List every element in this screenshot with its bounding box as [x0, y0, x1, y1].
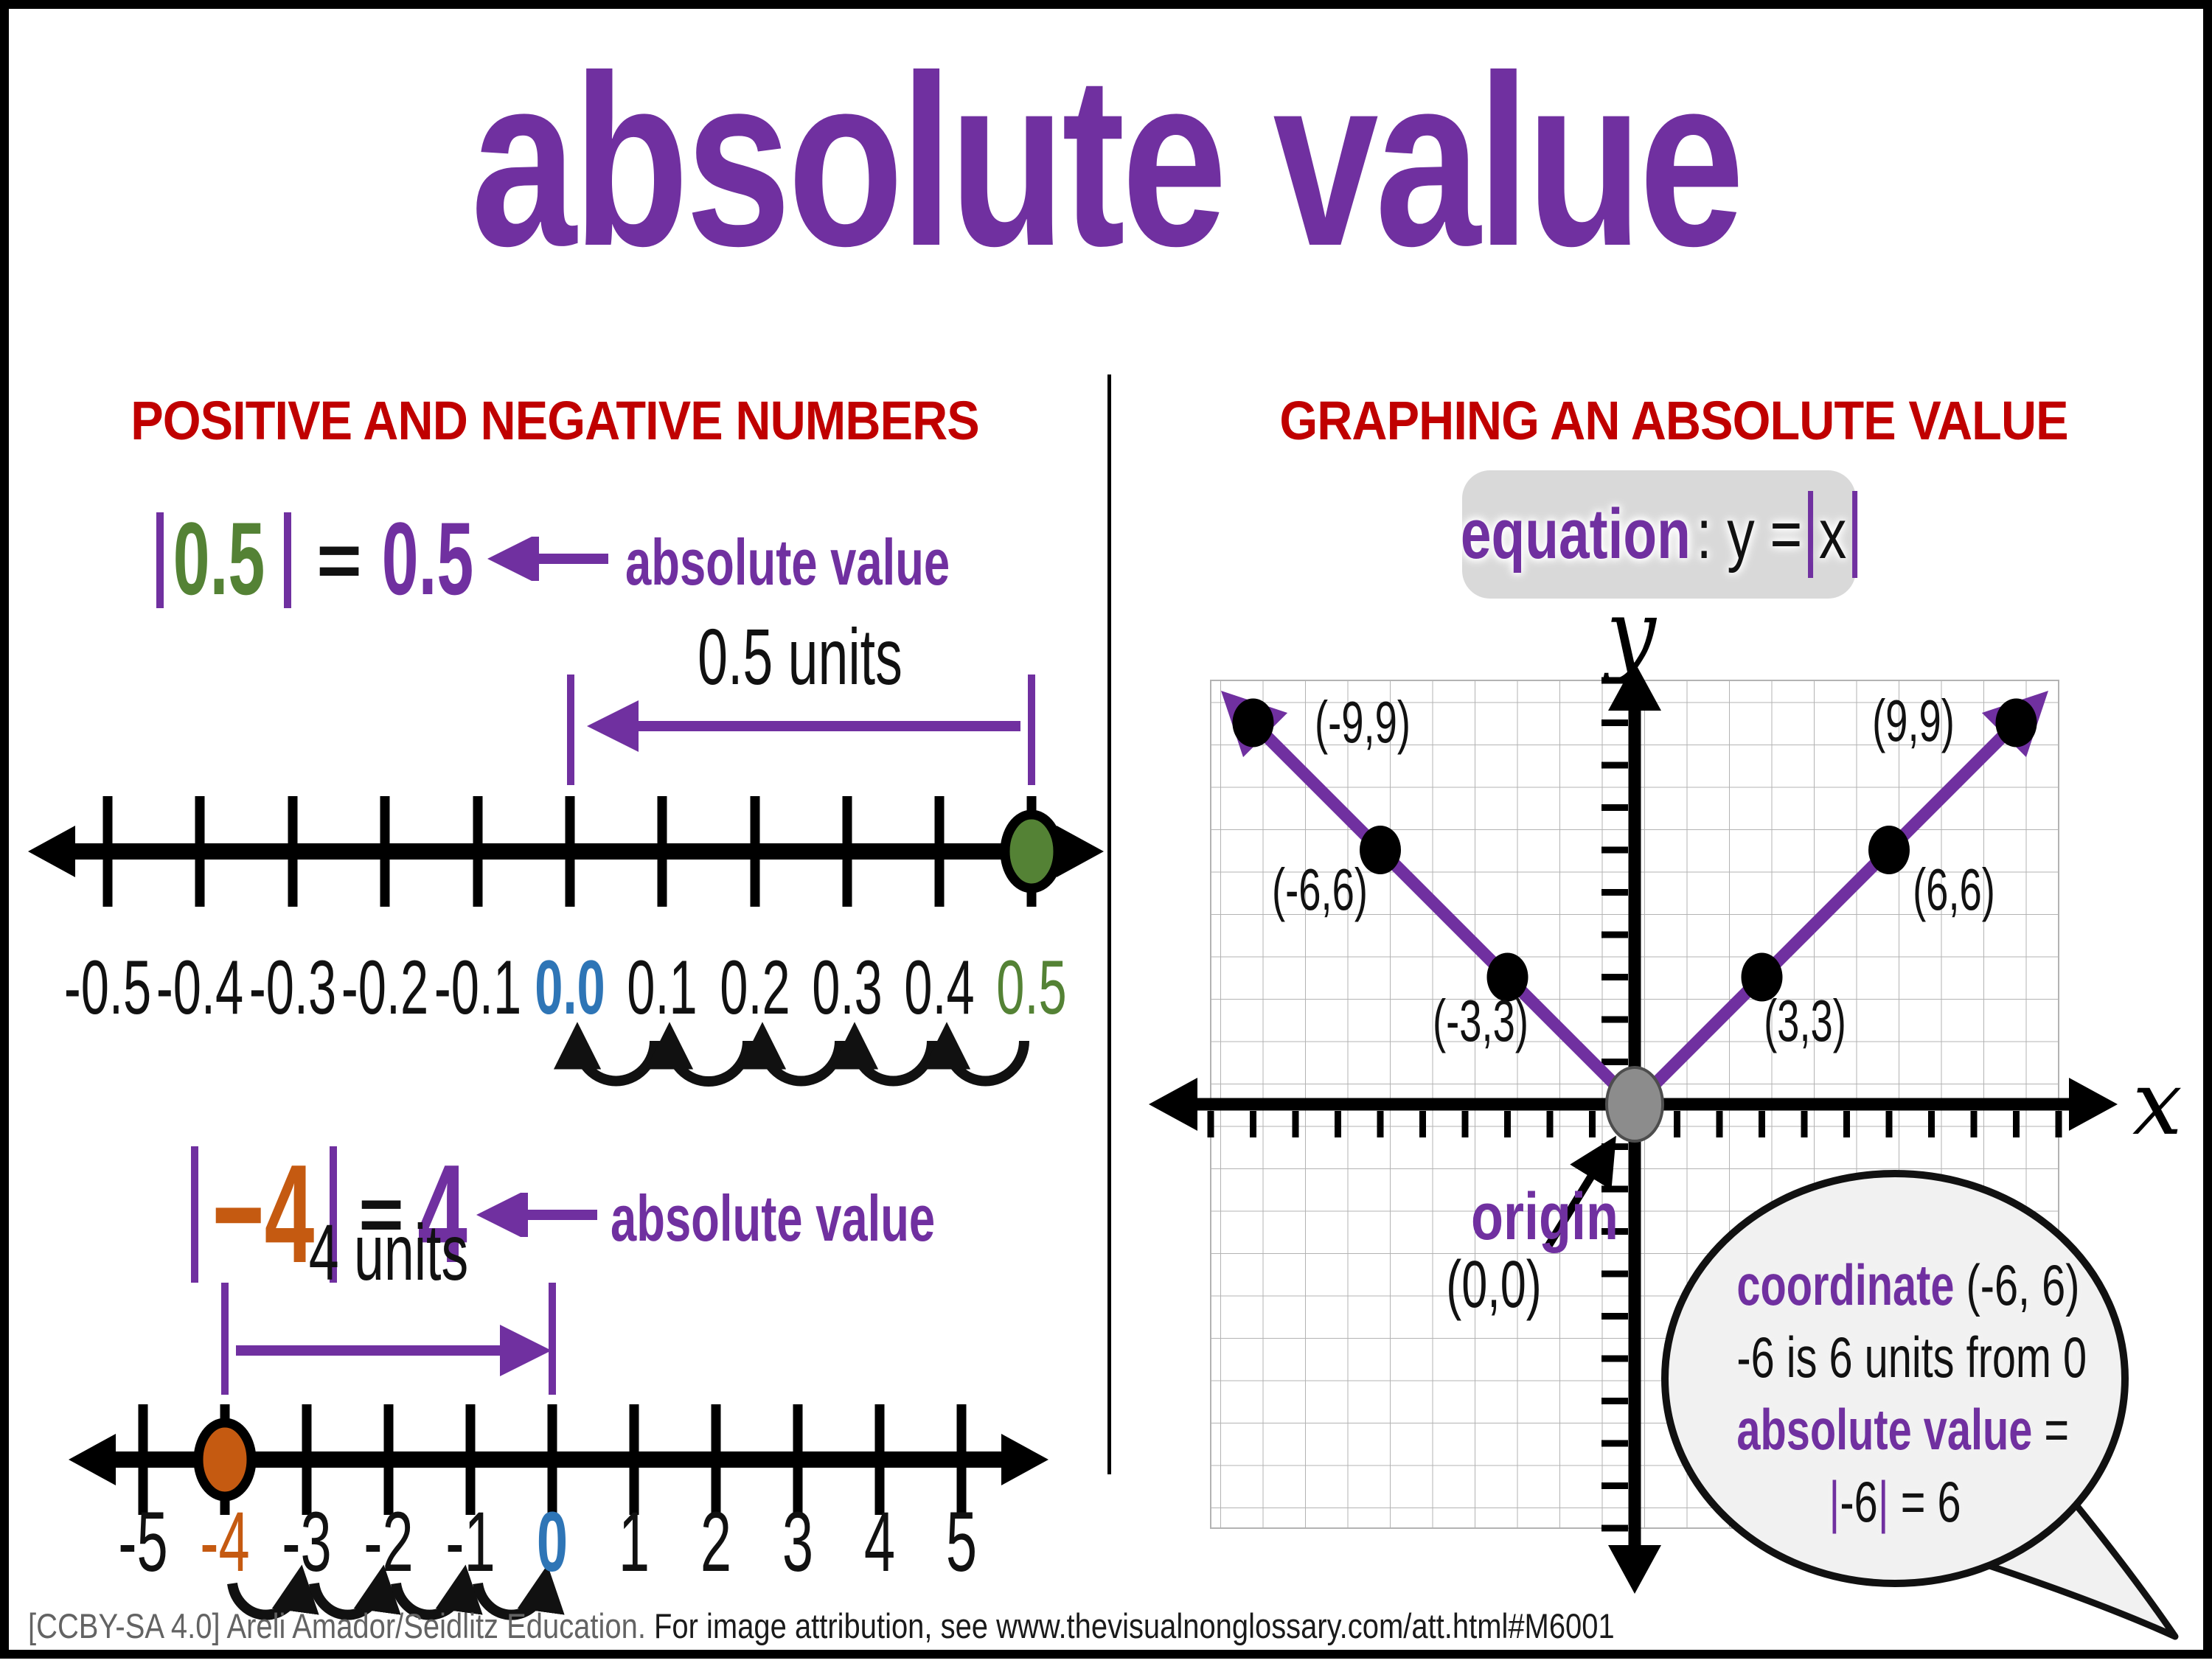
v-line-left — [1220, 690, 1640, 1109]
number-line-integers — [69, 1283, 1048, 1620]
point-label: (6,6) — [1913, 857, 1995, 922]
abs-bar-left-1 — [156, 512, 164, 608]
nl2-tick-label: -5 — [118, 1495, 168, 1589]
nl2-tick-label: -1 — [445, 1495, 495, 1589]
bracket-bar-start-2 — [221, 1283, 229, 1395]
y-axis-top-arrowhead — [1608, 662, 1661, 711]
y-axis-bottom-arrowhead — [1608, 1545, 1661, 1594]
left-arrow-1 — [487, 537, 608, 581]
v-line-right — [1630, 690, 2049, 1109]
nl2-ticks — [138, 1404, 967, 1515]
nl1-tick-label-end: 0.5 — [996, 945, 1067, 1031]
bubble-line-1: coordinate (-6, 6) — [1736, 1252, 2080, 1317]
nl1-tick-label: 0.4 — [904, 945, 975, 1031]
units-label-1: 0.5 units — [698, 612, 902, 701]
nl1-tick-label: -0.5 — [63, 945, 152, 1031]
abs-bar-icon — [1808, 491, 1814, 578]
origin-point — [1605, 1066, 1664, 1143]
x-axis-ticks — [1207, 1111, 2062, 1137]
abs-bar-right-2 — [330, 1146, 337, 1283]
speech-bubble-text: coordinate (-6, 6) -6 is 6 units from 0 … — [1736, 1249, 2087, 1538]
attribution-text: For image attribution, see www.thevisual… — [645, 1606, 1615, 1645]
nl2-tick-label: 4 — [863, 1495, 896, 1589]
origin-coordinates: (0,0) — [1446, 1248, 1542, 1322]
nl1-left-arrowhead — [28, 826, 75, 877]
abs-bar-right-1 — [284, 512, 291, 608]
nl2-tick-label: 5 — [945, 1495, 978, 1589]
page-title: absolute value — [470, 24, 1745, 296]
number-line-decimals — [28, 675, 1104, 1087]
left-section-header: POSITIVE AND NEGATIVE NUMBERS — [131, 390, 980, 451]
nl1-tick-label: 0.1 — [627, 945, 698, 1031]
absolute-value-label-2: absolute value — [611, 1182, 936, 1255]
x-axis-left-arrowhead — [1149, 1078, 1197, 1131]
abs-result-1: 0.5 — [381, 501, 474, 616]
license-text: [CCBY-SA 4.0] Areli Amador/Seidlitz Educ… — [28, 1606, 646, 1645]
point-label: (9,9) — [1872, 688, 1955, 753]
nl2-tick-label: 2 — [700, 1495, 732, 1589]
nl2-tick-label-neg4: -4 — [200, 1495, 250, 1589]
speech-bubble-body — [1661, 1170, 2129, 1587]
point-marker-0-5 — [1000, 809, 1063, 893]
nl1-hop-arcs — [553, 1022, 1029, 1087]
point-label: (-6,6) — [1272, 857, 1368, 922]
y-axis-label: y — [1602, 582, 1658, 685]
abs-bar-icon — [1852, 491, 1858, 578]
equals-sign-1: = — [316, 517, 362, 604]
nl1-tick-label: -0.4 — [156, 945, 244, 1031]
nl2-tick-label: -3 — [282, 1495, 332, 1589]
attribution-footer: [CCBY-SA 4.0] Areli Amador/Seidlitz Educ… — [28, 1606, 1615, 1646]
bracket-bar-zero-1 — [567, 675, 574, 785]
nl1-tick-label-zero: 0.0 — [535, 945, 605, 1031]
x-axis-right-arrowhead — [2069, 1078, 2118, 1131]
right-section-header: GRAPHING AN ABSOLUTE VALUE — [1279, 390, 2068, 451]
nl2-tick-label-zero: 0 — [536, 1495, 568, 1589]
nl1-tick-label: -0.2 — [341, 945, 429, 1031]
nl1-right-arrowhead — [1057, 826, 1104, 877]
equation-mid: : y = — [1696, 495, 1803, 574]
point-label: (-9,9) — [1315, 689, 1411, 755]
nl1-tick-label: -0.1 — [434, 945, 522, 1031]
bubble-line-2: -6 is 6 units from 0 — [1736, 1325, 2087, 1390]
equation-var: x — [1818, 495, 1847, 574]
bubble-line-3: absolute value = — [1736, 1397, 2070, 1462]
graph-points — [1232, 698, 2037, 1002]
abs-inside-value-1: 0.5 — [173, 501, 265, 616]
abs-result-2: 4 — [417, 1136, 467, 1292]
nl1-tick-label: 0.3 — [812, 945, 883, 1031]
point-label: (3,3) — [1764, 988, 1846, 1053]
section-divider — [1107, 374, 1111, 1474]
left-arrow-2 — [476, 1193, 597, 1237]
abs-bar-left-2 — [191, 1146, 198, 1283]
nl2-tick-label: 3 — [782, 1495, 814, 1589]
bracket-bar-zero-2 — [549, 1283, 556, 1395]
nl1-tick-label: -0.3 — [248, 945, 337, 1031]
speech-bubble — [1661, 1170, 2179, 1640]
nl2-right-arrowhead — [1001, 1434, 1048, 1485]
nl1-tick-label: 0.2 — [720, 945, 790, 1031]
nl2-left-arrowhead — [69, 1434, 116, 1485]
absolute-value-label-1: absolute value — [625, 526, 950, 599]
origin-label: origin — [1471, 1180, 1618, 1254]
equation-word: equation — [1460, 495, 1691, 574]
abs-inside-value-2: −4 — [212, 1136, 315, 1292]
point-label: (-3,3) — [1433, 988, 1528, 1053]
point-marker-neg4 — [193, 1418, 257, 1502]
nl2-tick-label: -2 — [364, 1495, 414, 1589]
bracket-bar-end-1 — [1028, 675, 1035, 785]
nl2-hop-arcs — [227, 1564, 565, 1620]
x-axis-label: x — [2132, 1053, 2183, 1155]
bubble-line-4: |-6| = 6 — [1829, 1469, 1961, 1534]
origin-arrow — [1545, 1135, 1616, 1248]
absolute-value-graph: y x — [1149, 582, 2183, 1594]
equals-sign-2: = — [358, 1171, 404, 1258]
equation-text: equation: y = x — [1460, 491, 1858, 578]
units-label-2: 4 units — [308, 1207, 469, 1297]
equation-box: equation: y = x — [1460, 470, 1858, 599]
nl2-tick-label: 1 — [618, 1495, 650, 1589]
